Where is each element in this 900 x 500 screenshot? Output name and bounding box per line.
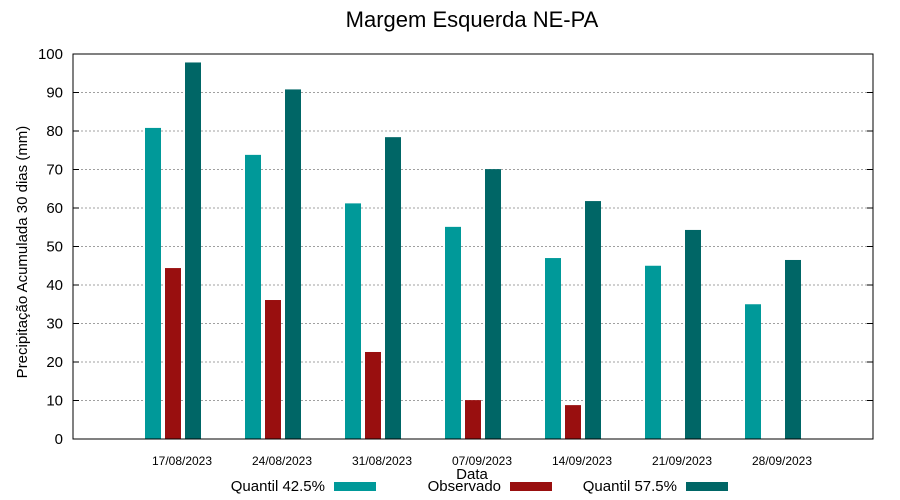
y-tick-label: 0 — [55, 431, 63, 448]
y-tick-label: 100 — [38, 46, 63, 63]
chart-title: Margem Esquerda NE-PA — [346, 7, 599, 32]
x-tick-label: 17/08/2023 — [152, 454, 212, 468]
bar-quantil-42-5--1 — [245, 154, 261, 439]
bar-quantil-57-5--5 — [685, 229, 701, 439]
bars — [145, 62, 801, 440]
bar-quantil-42-5--2 — [345, 203, 361, 439]
bar-quantil-42-5--0 — [145, 127, 161, 440]
x-tick-label: 14/09/2023 — [552, 454, 612, 468]
y-axis: 0 10 20 30 40 50 60 70 80 90 100 — [38, 46, 873, 448]
bar-observado-1 — [265, 300, 281, 439]
legend-swatch — [686, 482, 728, 491]
x-tick-label: 07/09/2023 — [452, 454, 512, 468]
y-tick-label: 10 — [46, 393, 63, 410]
x-tick-label: 21/09/2023 — [652, 454, 712, 468]
y-tick-label: 40 — [46, 277, 63, 294]
x-tick-label: 28/09/2023 — [752, 454, 812, 468]
legend-label: Observado — [428, 478, 501, 495]
y-tick-label: 80 — [46, 123, 63, 140]
bar-quantil-57-5--6 — [785, 259, 801, 439]
x-tick-label: 24/08/2023 — [252, 454, 312, 468]
y-tick-label: 20 — [46, 354, 63, 371]
bar-quantil-57-5--4 — [585, 201, 601, 439]
bar-quantil-42-5--4 — [545, 258, 561, 439]
legend-swatch — [510, 482, 552, 491]
legend-label: Quantil 57.5% — [583, 478, 677, 495]
bar-quantil-57-5--1 — [285, 89, 301, 440]
y-tick-label: 90 — [46, 85, 63, 102]
legend-label: Quantil 42.5% — [231, 478, 325, 495]
bar-quantil-42-5--6 — [745, 304, 761, 439]
bar-quantil-42-5--3 — [445, 226, 461, 439]
y-tick-label: 70 — [46, 162, 63, 179]
bar-observado-4 — [565, 405, 581, 439]
y-tick-label: 30 — [46, 316, 63, 333]
bar-observado-2 — [365, 351, 381, 439]
bar-quantil-57-5--0 — [185, 62, 201, 439]
x-axis: 17/08/2023 24/08/2023 31/08/2023 07/09/2023… — [152, 454, 812, 468]
bar-observado-0 — [165, 268, 181, 439]
bar-quantil-57-5--3 — [485, 169, 501, 440]
y-tick-label: 50 — [46, 239, 63, 256]
x-axis-label: Data — [456, 466, 488, 483]
y-tick-label: 60 — [46, 200, 63, 217]
bar-quantil-57-5--2 — [385, 137, 401, 439]
x-tick-label: 31/08/2023 — [352, 454, 412, 468]
bar-quantil-42-5--5 — [645, 265, 661, 439]
bar-observado-3 — [465, 400, 481, 439]
grid-lines — [73, 92, 873, 401]
y-axis-label: Precipitação Acumulada 30 dias (mm) — [14, 126, 31, 379]
legend: Quantil 42.5% Observado Quantil 57.5% — [231, 478, 728, 495]
legend-swatch — [334, 482, 376, 491]
